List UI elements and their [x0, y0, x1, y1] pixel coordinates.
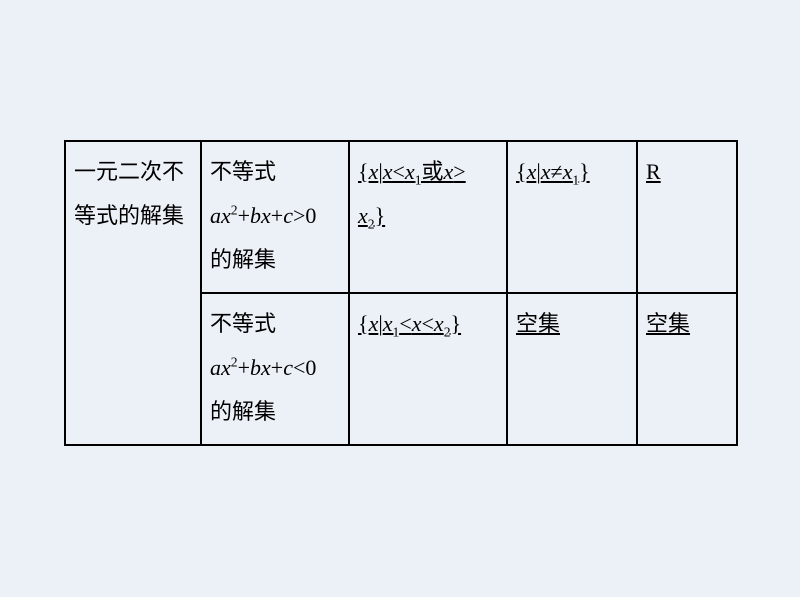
solset-text: {x|x1<x<x2} [358, 311, 461, 336]
solset-lt-no-root: 空集 [637, 293, 737, 445]
solset-text: {x|x≠x1} [516, 159, 590, 184]
solset-text: {x|x<x1或x> [358, 159, 466, 184]
cond-cell-lt: 不等式 ax2+bx+c<0 的解集 [201, 293, 349, 445]
row-header-cell: 一元二次不等式的解集 [65, 141, 201, 445]
cond-cell-gt: 不等式 ax2+bx+c>0 的解集 [201, 141, 349, 293]
row-header-text: 一元二次不等式的解集 [74, 159, 184, 228]
formula-lt: ax2+bx+c<0 [210, 355, 316, 380]
solset-gt-no-root: R [637, 141, 737, 293]
solset-text: 空集 [516, 311, 560, 336]
label-line3: 的解集 [210, 247, 276, 272]
solset-lt-two-roots: {x|x1<x<x2} [349, 293, 507, 445]
solset-lt-one-root: 空集 [507, 293, 637, 445]
table-container: 一元二次不等式的解集 不等式 ax2+bx+c>0 的解集 {x|x<x1或x>… [64, 140, 736, 446]
solset-gt-two-roots: {x|x<x1或x> x2} [349, 141, 507, 293]
solset-text: R [646, 159, 661, 184]
table-row: 一元二次不等式的解集 不等式 ax2+bx+c>0 的解集 {x|x<x1或x>… [65, 141, 737, 293]
formula-gt: ax2+bx+c>0 [210, 203, 316, 228]
label-line3: 的解集 [210, 399, 276, 424]
solset-gt-one-root: {x|x≠x1} [507, 141, 637, 293]
inequality-table: 一元二次不等式的解集 不等式 ax2+bx+c>0 的解集 {x|x<x1或x>… [64, 140, 738, 446]
label-line1: 不等式 [210, 311, 276, 336]
solset-text-line2: x2} [358, 203, 385, 228]
solset-text: 空集 [646, 311, 690, 336]
label-line1: 不等式 [210, 159, 276, 184]
